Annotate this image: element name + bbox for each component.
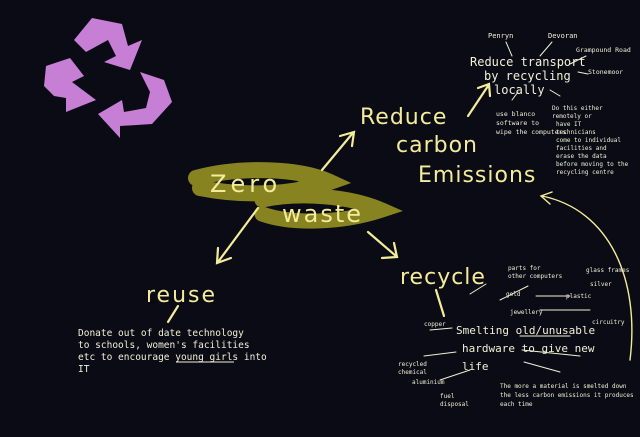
recycle-icon (44, 18, 172, 138)
recycle-main-line2: hardware to give new (462, 342, 595, 355)
note-stonemoor: Stonemoor (588, 68, 623, 76)
connectors (166, 82, 633, 361)
note-right-line4: technicians (556, 129, 596, 136)
material-gold: gold (506, 291, 521, 298)
arrow-to-reuse-text (166, 304, 180, 324)
note-right-line6: facilities and (556, 145, 607, 152)
reuse-line3: etc to encourage young girls into (78, 352, 267, 363)
reduce-carbon-line2: carbon (396, 133, 478, 158)
note-disk-line3: wipe the computers (496, 128, 567, 136)
arrow-to-recycle (366, 230, 399, 260)
transport-line1: Reduce transport (470, 55, 586, 69)
recycle-bottom-line2: the less carbon emissions it produces (500, 392, 634, 399)
arrow-to-reduce (320, 130, 356, 172)
note-connectors (423, 41, 591, 381)
material-glass: glass frames (586, 267, 630, 274)
note-right-line5: come to individual (556, 137, 621, 144)
note-right-line2: remotely or (552, 113, 592, 120)
arrow-to-smelting (434, 288, 446, 318)
note-penryn: Penryn (488, 32, 513, 40)
note-right-line9: recycling centre (556, 169, 614, 176)
reduce-carbon-line1: Reduce (360, 105, 447, 130)
recycle-bottom-line1: The more a material is smelted down (500, 383, 627, 390)
material-chemical: chemical (398, 369, 427, 376)
center-title-line2: waste (282, 200, 363, 228)
note-right-line7: erase the data (556, 153, 607, 160)
note-grampound: Grampound Road (576, 46, 631, 54)
arrow-to-reuse (215, 206, 260, 265)
note-devoran: Devoran (548, 32, 578, 40)
material-silver: silver (590, 281, 612, 288)
arrow-to-transport (466, 82, 492, 118)
reuse-line1: Donate out of date technology (78, 328, 244, 339)
material-jewellery: jewellery (510, 309, 543, 316)
material-other-computers: other computers (508, 273, 563, 280)
note-disk-line2: software to (496, 119, 539, 127)
recycle-main-line1: Smelting old/unusable (456, 324, 595, 337)
material-recycled: recycled (398, 361, 427, 368)
reuse-label: reuse (146, 283, 217, 308)
center-title-line1: Zero (210, 170, 281, 198)
note-right-line8: before moving to the (556, 161, 629, 168)
material-aluminium: aluminium (412, 379, 445, 386)
material-circuitry: circuitry (592, 319, 625, 326)
reuse-line4: IT (78, 364, 90, 375)
recycle-materials: parts for other computers glass frames g… (398, 265, 630, 408)
material-plastic: plastic (566, 293, 592, 300)
material-copper: copper (424, 321, 446, 328)
recycle-main-line3: life (462, 360, 489, 373)
center-highlight (188, 162, 403, 229)
material-parts: parts for (508, 265, 541, 272)
reduce-carbon-line3: Emissions (418, 163, 536, 188)
note-right-line1: Do this either (552, 105, 603, 112)
transport-line2: by recycling (484, 69, 571, 83)
note-disk-line1: use blanco (496, 110, 535, 118)
material-fuel: fuel (440, 393, 455, 400)
arrow-recycle-loop (539, 191, 633, 361)
recycle-bottom-line3: each time (500, 401, 533, 408)
material-disposal: disposal (440, 401, 469, 408)
reuse-line2: to schools, women's facilities (78, 340, 250, 351)
transport-line3: locally (494, 83, 545, 97)
note-right-line3: have IT (556, 121, 582, 128)
recycle-label: recycle (400, 265, 486, 290)
